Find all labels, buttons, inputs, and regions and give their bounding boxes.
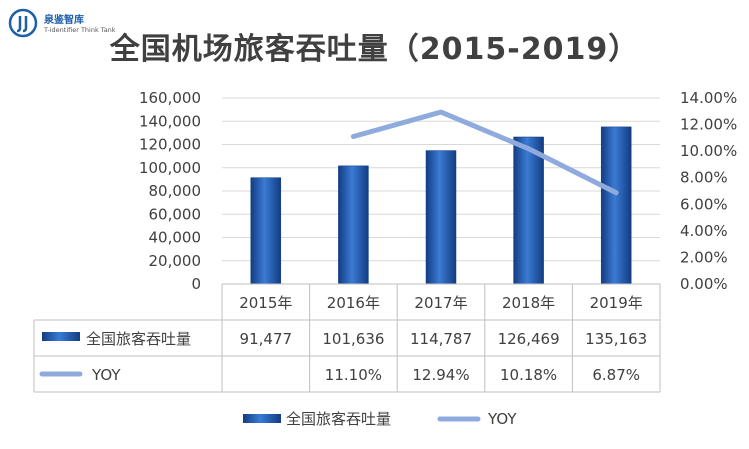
left-tick-label: 140,000 (139, 112, 201, 130)
legend-bar-swatch (243, 414, 281, 423)
yoy-value-cell: 11.10% (325, 366, 382, 384)
left-tick-label: 60,000 (149, 205, 202, 223)
brand-logo-icon (8, 8, 38, 38)
bar-series (250, 126, 632, 285)
right-tick-label: 2.00% (680, 248, 728, 266)
brand-name: 泉鉴智库 (44, 15, 84, 26)
yoy-series (350, 109, 619, 196)
yoy-value-cell: 6.87% (592, 366, 640, 384)
brand-logo: 泉鉴智库 T-identifier Think Tank (8, 8, 128, 40)
table-series-name: 全国旅客吞吐量 (86, 330, 191, 348)
bar (250, 177, 282, 285)
left-tick-label: 40,000 (149, 229, 202, 247)
left-axis: 0 20,000 40,000 60,000 80,000 100,000 120,000 1… (139, 89, 201, 293)
right-tick-label: 8.00% (680, 169, 728, 187)
legend-label: YOY (487, 410, 517, 428)
chart-title: 全国机场旅客吞吐量（2015-2019） (109, 32, 640, 67)
bar (425, 150, 457, 285)
bar-value-cell: 126,469 (498, 330, 560, 348)
category-label: 2019年 (590, 294, 643, 312)
table-bar-swatch (42, 332, 80, 341)
right-tick-label: 6.00% (680, 195, 728, 213)
left-tick-label: 0 (191, 275, 201, 293)
right-tick-label: 14.00% (680, 89, 737, 107)
right-tick-label: 4.00% (680, 222, 728, 240)
yoy-value-cell: 12.94% (412, 366, 469, 384)
bar (600, 126, 632, 285)
legend-label: 全国旅客吞吐量 (286, 410, 391, 428)
left-tick-label: 100,000 (139, 159, 201, 177)
yoy-line (350, 109, 619, 196)
category-label: 2015年 (239, 294, 292, 312)
right-axis: 0.00% 2.00% 4.00% 6.00% 8.00% 10.00% 12.00% 14.… (680, 89, 737, 293)
bar-value-cell: 135,163 (585, 330, 647, 348)
category-label: 2016年 (327, 294, 380, 312)
bar (513, 136, 544, 285)
left-tick-label: 20,000 (149, 252, 202, 270)
left-tick-label: 120,000 (139, 136, 201, 154)
left-tick-label: 160,000 (139, 89, 201, 107)
yoy-value-cell: 10.18% (500, 366, 557, 384)
category-label: 2018年 (502, 294, 555, 312)
right-tick-label: 0.00% (680, 275, 728, 293)
legend: 全国旅客吞吐量 YOY (243, 410, 517, 428)
table-series-name: YOY (91, 366, 121, 384)
right-tick-label: 10.00% (680, 142, 737, 160)
bar (338, 165, 369, 285)
right-tick-label: 12.00% (680, 116, 737, 134)
bar-value-cell: 91,477 (240, 330, 293, 348)
left-tick-label: 80,000 (149, 182, 202, 200)
bar-value-cell: 101,636 (322, 330, 384, 348)
brand-tagline: T-identifier Think Tank (44, 26, 116, 34)
bar-value-cell: 114,787 (410, 330, 472, 348)
category-label: 2017年 (414, 294, 467, 312)
